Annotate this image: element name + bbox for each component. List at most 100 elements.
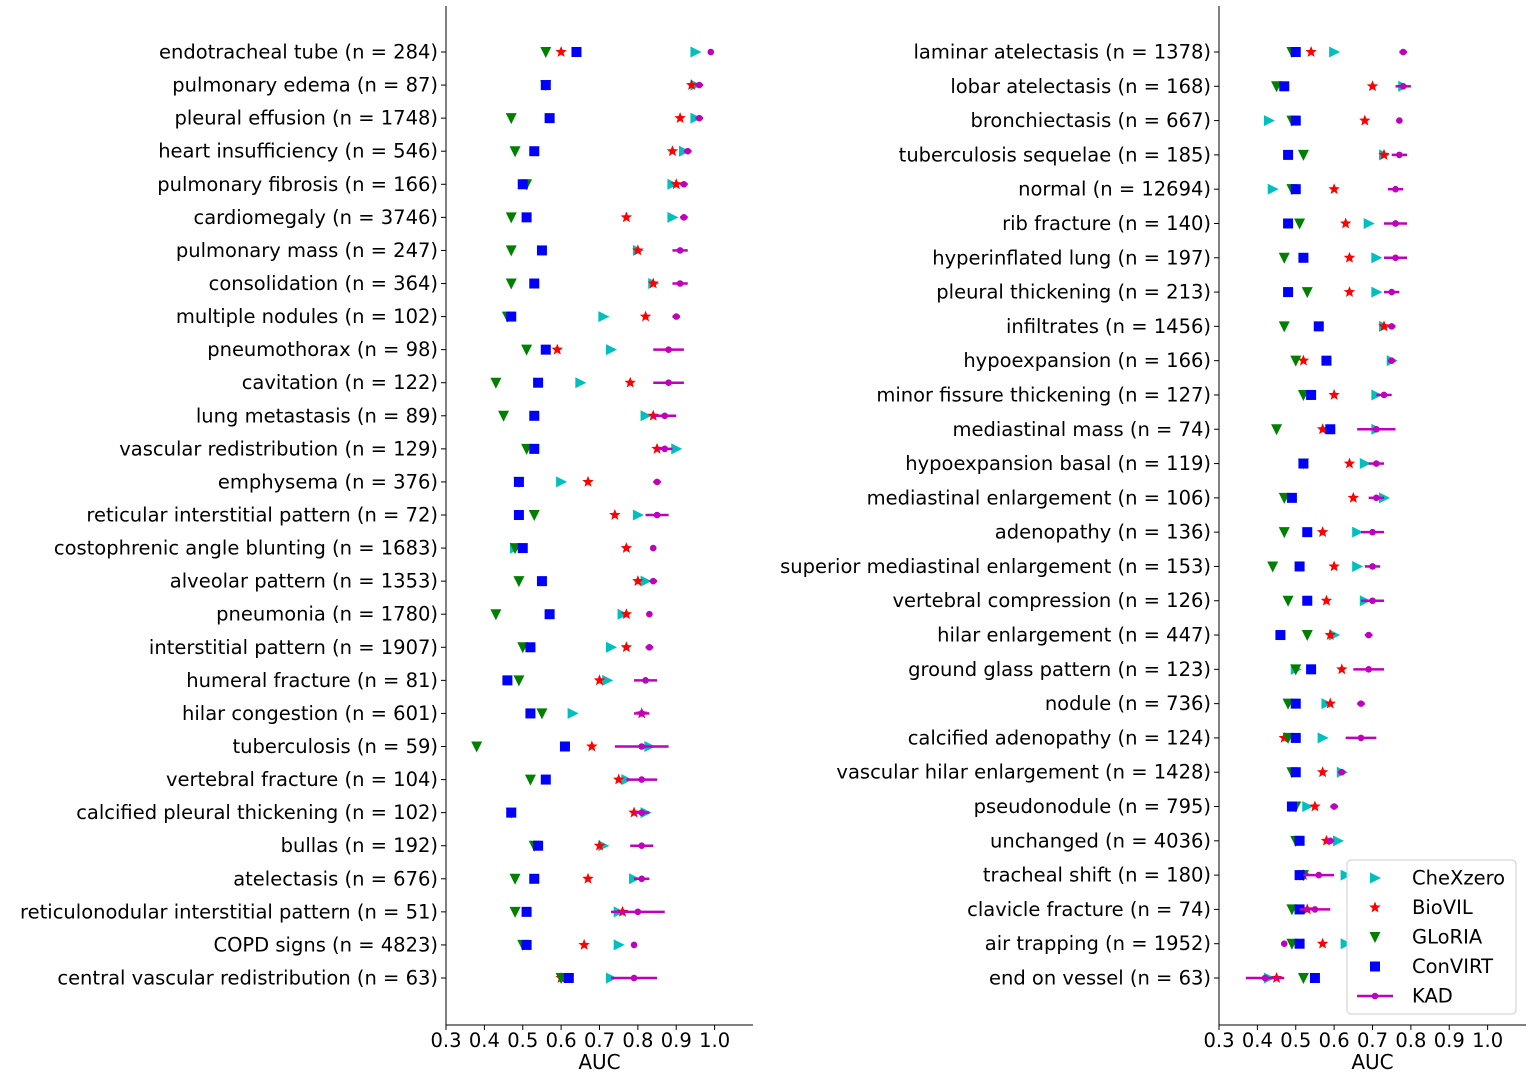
- data-point-biovil: [1328, 560, 1340, 572]
- data-point-kad: [1388, 357, 1395, 364]
- data-point-gloria: [1278, 527, 1290, 539]
- category-label: pneumothorax (n = 98): [207, 338, 438, 361]
- data-point-kad: [1365, 666, 1372, 673]
- x-tick-label: 1.0: [1472, 1029, 1503, 1052]
- data-point-chexzero: [1340, 869, 1352, 881]
- data-point-chexzero: [667, 211, 679, 223]
- category-label: pneumonia (n = 1780): [216, 603, 438, 626]
- data-point-kad: [1392, 185, 1399, 193]
- category-label: humeral fracture (n = 81): [186, 669, 438, 692]
- x-tick-label: 0.6: [546, 1029, 577, 1052]
- data-point-kad: [1315, 871, 1323, 879]
- x-tick-label: 0.8: [1395, 1029, 1426, 1052]
- data-point-convirt: [1286, 492, 1297, 503]
- category-label: rib fracture (n = 140): [1002, 212, 1211, 235]
- data-point-convirt: [1294, 561, 1305, 572]
- data-point-convirt: [1283, 218, 1294, 229]
- data-point-chexzero: [1363, 217, 1375, 229]
- category-label: interstitial pattern (n = 1907): [149, 636, 438, 659]
- legend-marker-chexzero: [1370, 872, 1381, 884]
- legend: CheXzero BioVIL GLoRIA ConVIRT KAD: [1346, 859, 1517, 1015]
- data-point-chexzero: [1359, 458, 1371, 470]
- legend-marker-convirt: [1370, 961, 1380, 972]
- data-point-convirt: [1283, 149, 1294, 160]
- data-point-biovil: [1378, 148, 1390, 160]
- category-label: superior mediastinal enlargement (n = 15…: [780, 555, 1211, 578]
- category-label: pleural thickening (n = 213): [936, 281, 1211, 304]
- category-label: bullas (n = 192): [281, 834, 438, 857]
- data-point-gloria: [471, 741, 483, 753]
- category-label: pulmonary fibrosis (n = 166): [157, 173, 438, 196]
- data-point-chexzero: [640, 410, 652, 422]
- data-point-gloria: [1290, 355, 1302, 367]
- data-point-convirt: [544, 113, 555, 124]
- data-point-kad: [676, 280, 684, 287]
- data-point-convirt: [1290, 767, 1301, 778]
- category-label: central vascular redistribution (n = 63): [57, 967, 438, 990]
- data-point-biovil: [1297, 354, 1310, 366]
- data-point-chexzero: [671, 443, 683, 455]
- data-point-kad: [1326, 837, 1334, 845]
- data-point-convirt: [517, 543, 528, 554]
- data-point-convirt: [1302, 527, 1313, 538]
- data-point-gloria: [1297, 149, 1309, 161]
- data-point-chexzero: [640, 575, 652, 587]
- x-axis-label: AUC: [1351, 1050, 1393, 1074]
- data-point-chexzero: [1371, 286, 1383, 298]
- data-point-convirt: [1306, 389, 1317, 400]
- data-point-kad: [1357, 734, 1365, 742]
- category-label: multiple nodules (n = 102): [176, 305, 438, 328]
- x-tick-label: 0.4: [1242, 1029, 1273, 1052]
- data-point-biovil: [1316, 937, 1329, 949]
- category-label: mediastinal enlargement (n = 106): [867, 486, 1211, 509]
- data-point-kad: [638, 743, 646, 750]
- data-point-biovil: [609, 509, 621, 520]
- legend-item-chexzero: CheXzero: [1370, 867, 1505, 890]
- data-point-convirt: [1302, 595, 1313, 606]
- category-label: ground glass pattern (n = 123): [908, 658, 1211, 681]
- data-point-biovil: [1316, 766, 1329, 778]
- data-point-biovil: [674, 112, 686, 123]
- category-label: pulmonary mass (n = 247): [176, 239, 438, 262]
- legend-label: GLoRIA: [1412, 926, 1483, 949]
- series-biovil: [551, 46, 698, 983]
- category-label: vascular hilar enlargement (n = 1428): [836, 761, 1211, 784]
- data-point-biovil: [593, 674, 606, 686]
- data-point-gloria: [1278, 321, 1290, 333]
- data-point-kad: [707, 48, 715, 56]
- category-label: COPD signs (n = 4823): [213, 933, 438, 956]
- category-label: infiltrates (n = 1456): [1006, 315, 1211, 338]
- data-point-convirt: [1290, 698, 1301, 709]
- data-point-kad: [1330, 803, 1338, 810]
- data-point-gloria: [509, 873, 521, 885]
- data-point-chexzero: [575, 377, 587, 389]
- category-label: heart insufficiency (n = 546): [158, 140, 438, 163]
- category-label: lobar atelectasis (n = 168): [950, 75, 1211, 98]
- data-point-biovil: [555, 46, 567, 57]
- data-point-convirt: [513, 510, 524, 520]
- data-point-kad: [1392, 220, 1399, 227]
- data-point-kad: [1388, 288, 1395, 296]
- data-point-kad: [649, 577, 657, 585]
- data-point-convirt: [529, 443, 540, 454]
- data-point-gloria: [1301, 287, 1313, 299]
- data-point-biovil: [670, 178, 682, 190]
- data-point-biovil: [647, 277, 659, 289]
- category-label: hypoexpansion basal (n = 119): [905, 452, 1211, 475]
- data-point-convirt: [521, 939, 532, 950]
- data-point-kad: [1369, 597, 1376, 605]
- data-point-biovil: [620, 608, 633, 620]
- data-point-kad: [1261, 974, 1269, 982]
- data-point-gloria: [490, 609, 502, 621]
- data-point-kad: [653, 478, 661, 486]
- data-point-chexzero: [1332, 835, 1344, 847]
- data-point-gloria: [1271, 424, 1283, 436]
- series-convirt: [502, 47, 582, 983]
- data-point-convirt: [521, 212, 532, 223]
- data-point-kad: [638, 710, 646, 717]
- data-point-convirt: [533, 840, 544, 851]
- data-point-biovil: [632, 244, 644, 256]
- data-point-biovil: [1343, 457, 1356, 469]
- data-point-chexzero: [1267, 183, 1279, 195]
